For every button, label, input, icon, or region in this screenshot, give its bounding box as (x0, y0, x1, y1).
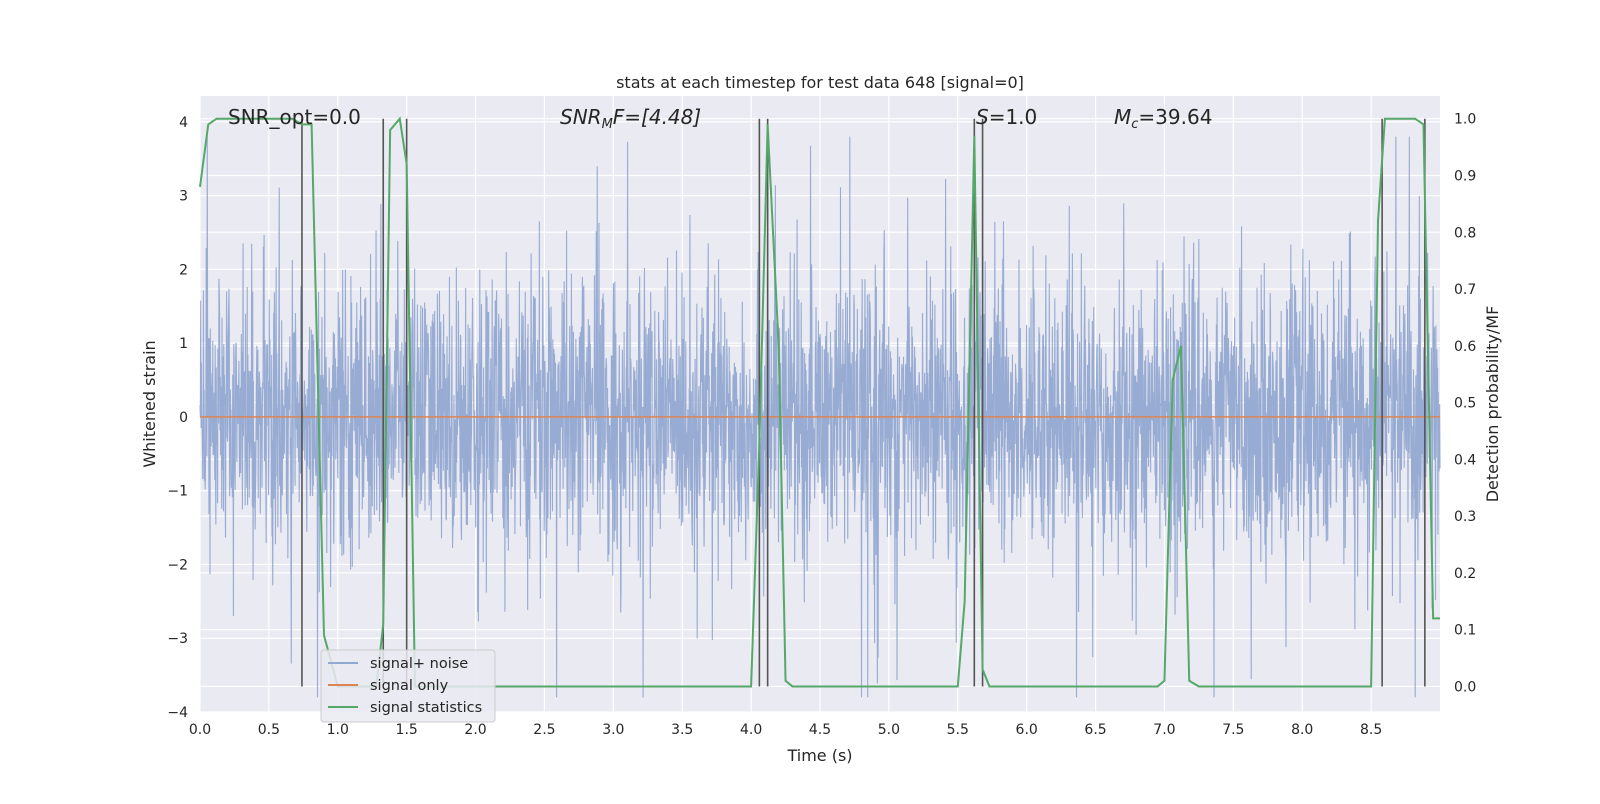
x-tick-labels: 0.0 0.5 1.0 1.5 2.0 2.5 3.0 3.5 4.0 4.5 5.0 5.5 6.0 6… (189, 722, 1382, 738)
y-left-tick-label: −4 (167, 705, 188, 721)
x-axis-label: Time (s) (786, 746, 852, 765)
y-right-tick-label: 0.4 (1454, 452, 1476, 468)
x-tick-label: 1.0 (327, 722, 349, 738)
y-left-tick-label: 1 (179, 336, 188, 352)
y-left-tick-labels: 4 3 2 1 0 −1 −2 −3 −4 (167, 115, 188, 721)
y-right-tick-labels: 1.0 0.9 0.8 0.7 0.6 0.5 0.4 0.3 0.2 0.1 0.0 (1454, 112, 1476, 696)
x-tick-label: 6.5 (1084, 722, 1106, 738)
legend-label-signal-noise: signal+ noise (370, 656, 468, 672)
legend-label-signal-only: signal only (370, 678, 449, 694)
x-tick-label: 2.5 (533, 722, 555, 738)
y-left-tick-label: 0 (179, 410, 188, 426)
x-tick-label: 8.5 (1360, 722, 1382, 738)
x-tick-label: 4.5 (809, 722, 831, 738)
y-right-tick-label: 0.1 (1454, 623, 1476, 639)
y-right-tick-label: 0.2 (1454, 566, 1476, 582)
x-tick-label: 7.0 (1153, 722, 1175, 738)
x-tick-label: 3.0 (602, 722, 624, 738)
y-right-tick-label: 0.0 (1454, 679, 1476, 695)
x-tick-label: 2.0 (464, 722, 486, 738)
x-tick-label: 8.0 (1291, 722, 1313, 738)
legend-box (320, 649, 496, 723)
legend-label-signal-statistics: signal statistics (370, 700, 482, 716)
y-right-tick-label: 1.0 (1454, 112, 1476, 128)
legend: signal+ noise signal only signal statist… (320, 649, 496, 723)
y-left-tick-label: 4 (179, 115, 188, 131)
x-tick-label: 0.0 (189, 722, 211, 738)
x-tick-label: 6.0 (1016, 722, 1038, 738)
y-right-axis-label: Detection probability/MF (1483, 306, 1502, 503)
annotation-s: S=1.0 (976, 105, 1037, 129)
chart-title: stats at each timestep for test data 648… (616, 73, 1024, 92)
annotation-mc: Mc=39.64 (1114, 105, 1212, 132)
y-right-tick-label: 0.9 (1454, 168, 1476, 184)
y-right-tick-label: 0.6 (1454, 339, 1476, 355)
y-left-tick-label: −1 (167, 484, 188, 500)
y-left-tick-label: 2 (179, 262, 188, 278)
x-tick-label: 0.5 (258, 722, 280, 738)
y-left-tick-label: −2 (167, 557, 188, 573)
x-tick-label: 1.5 (396, 722, 418, 738)
x-tick-label: 5.0 (878, 722, 900, 738)
y-left-axis-label: Whitened strain (140, 340, 159, 467)
x-tick-label: 5.5 (947, 722, 969, 738)
y-right-tick-label: 0.3 (1454, 509, 1476, 525)
y-right-tick-label: 0.5 (1454, 396, 1476, 412)
x-tick-label: 4.0 (740, 722, 762, 738)
x-tick-label: 3.5 (671, 722, 693, 738)
annotation-snr-mf: SNRMF=[4.48] (560, 105, 701, 132)
signal-statistics-line (199, 116, 1440, 688)
x-tick-label: 7.5 (1222, 722, 1244, 738)
y-right-tick-label: 0.7 (1454, 282, 1476, 298)
y-left-tick-label: −3 (167, 631, 188, 647)
y-right-tick-label: 0.8 (1454, 225, 1476, 241)
annotation-snr-opt: SNR_opt=0.0 (228, 105, 361, 129)
y-left-tick-label: 3 (179, 189, 188, 205)
